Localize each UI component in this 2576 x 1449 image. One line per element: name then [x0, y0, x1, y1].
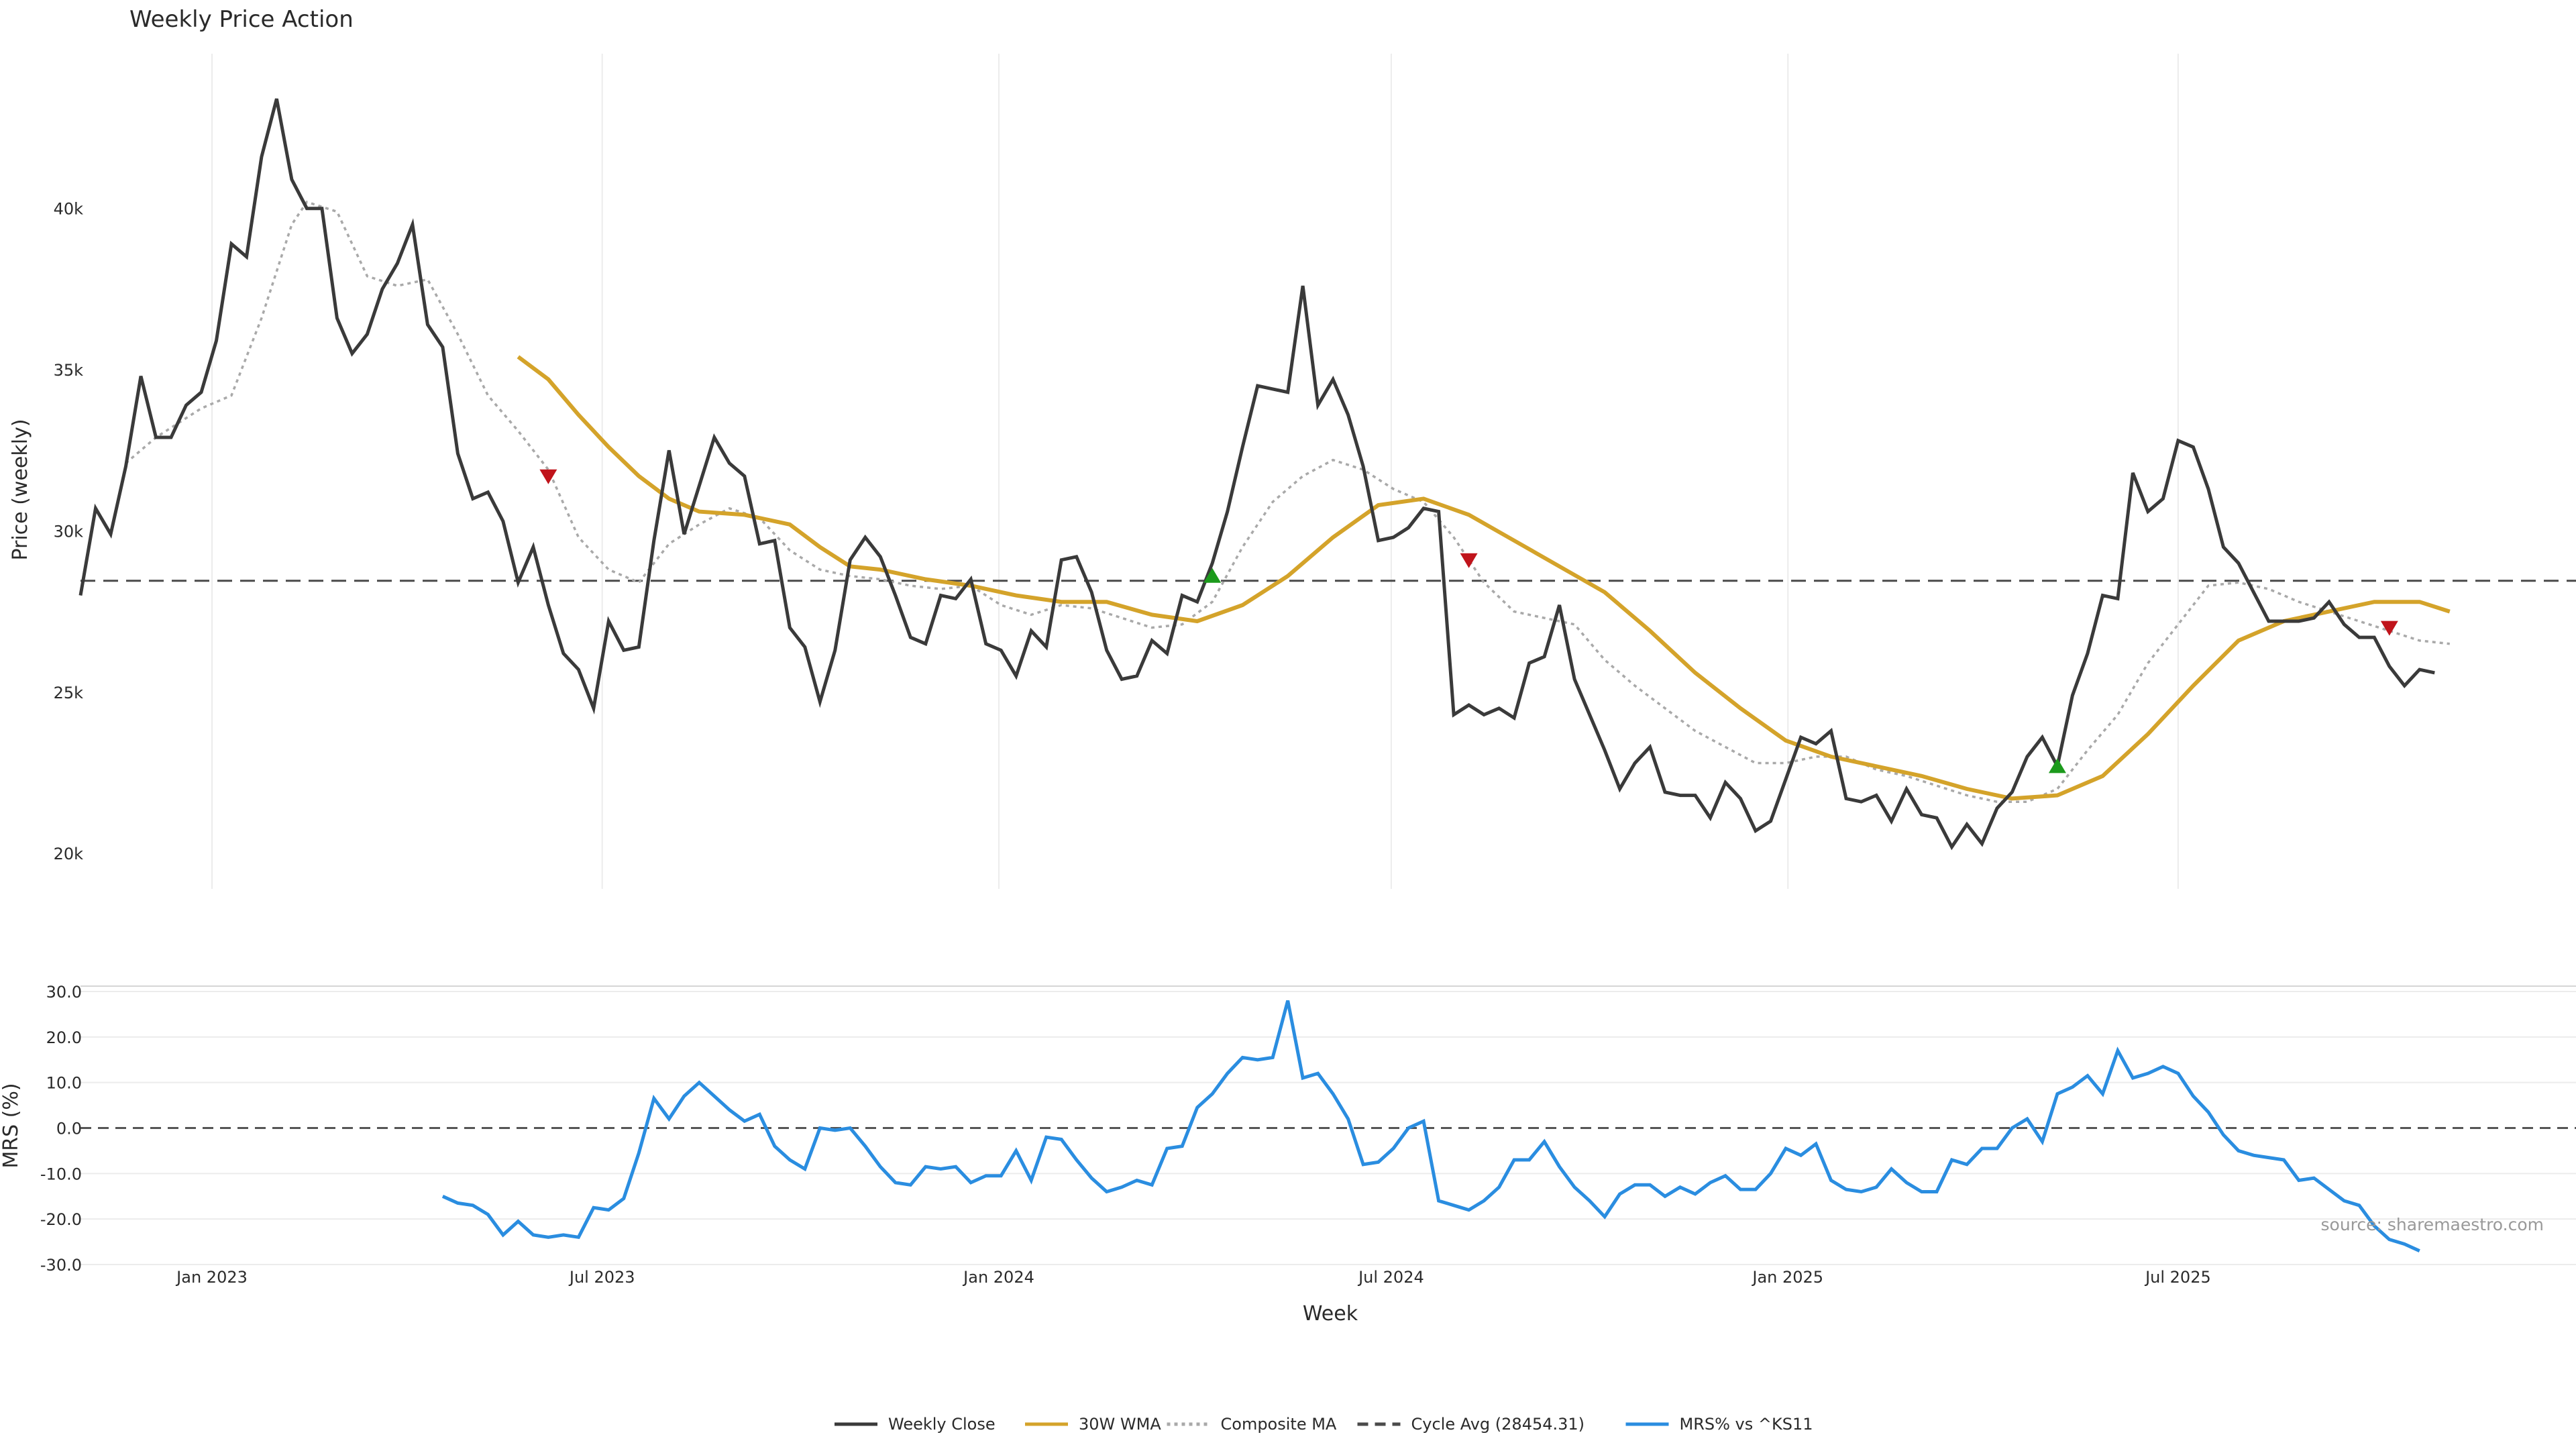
mrs-gridlines [80, 991, 2576, 1265]
x-axis-label: Week [1303, 1302, 1358, 1326]
price-y-tick-label: 35k [54, 361, 84, 380]
price-y-tick-label: 20k [54, 845, 84, 863]
sell-signal-marker [539, 469, 557, 484]
legend-item-cycle: Cycle Avg (28454.31) [1357, 1415, 1585, 1434]
chart-title: Weekly Price Action [129, 6, 354, 33]
price-y-tick-label: 25k [54, 684, 84, 702]
x-tick-label: Jan 2025 [1751, 1268, 1823, 1287]
price-y-tick-label: 30k [54, 522, 84, 541]
price-panel: 20k 25k 30k 35k 40k Price (weekly) [9, 54, 2576, 889]
x-tick-label: Jul 2024 [1357, 1268, 1424, 1287]
source-credit: source: sharemaestro.com [2321, 1215, 2544, 1234]
price-gridlines [211, 54, 2179, 889]
mrs-y-axis-label: MRS (%) [0, 1083, 23, 1168]
mrs-y-tick-label: -20.0 [40, 1210, 82, 1229]
mrs-y-tick-label: -30.0 [40, 1256, 82, 1275]
signal-markers [539, 469, 2398, 773]
mrs-y-tick-label: -10.0 [40, 1165, 82, 1183]
legend-item-close: Weekly Close [835, 1415, 996, 1434]
legend-label: Weekly Close [888, 1415, 996, 1434]
legend-item-wma: 30W WMA [1025, 1415, 1161, 1434]
x-tick-label: Jan 2023 [175, 1268, 248, 1287]
sell-signal-marker [2380, 621, 2398, 636]
mrs-line [441, 1000, 2420, 1252]
price-y-axis-label: Price (weekly) [9, 419, 32, 560]
price-y-ticks: 20k 25k 30k 35k 40k [54, 200, 84, 863]
mrs-y-tick-label: 30.0 [46, 983, 82, 1002]
x-tick-label: Jan 2024 [962, 1268, 1034, 1287]
legend-label: MRS% vs ^KS11 [1680, 1415, 1813, 1434]
legend-item-mrs: MRS% vs ^KS11 [1625, 1415, 1813, 1434]
legend-label: 30W WMA [1079, 1415, 1161, 1434]
buy-signal-marker [2048, 758, 2066, 773]
x-tick-label: Jul 2023 [568, 1268, 635, 1287]
mrs-y-tick-label: 20.0 [46, 1028, 82, 1047]
legend: Weekly Close 30W WMA Composite MA Cycle Avg… [835, 1415, 1813, 1434]
legend-item-composite: Composite MA [1167, 1415, 1337, 1434]
composite-ma-line [125, 201, 2450, 803]
price-y-tick-label: 40k [54, 200, 84, 219]
buy-signal-marker [1203, 568, 1222, 583]
sell-signal-marker [1460, 553, 1478, 568]
legend-label: Cycle Avg (28454.31) [1411, 1415, 1585, 1434]
x-tick-label: Jul 2025 [2144, 1268, 2211, 1287]
legend-label: Composite MA [1221, 1415, 1337, 1434]
mrs-y-tick-label: 0.0 [56, 1120, 82, 1138]
mrs-y-ticks: -30.0 -20.0 -10.0 0.0 10.0 20.0 30.0 [40, 983, 82, 1275]
wma-30w-line [517, 355, 2451, 801]
x-axis-ticks: Jan 2023 Jul 2023 Jan 2024 Jul 2024 Jan 2025… [175, 1268, 2211, 1287]
mrs-panel: -30.0 -20.0 -10.0 0.0 10.0 20.0 30.0 MRS (%) s… [0, 983, 2576, 1275]
weekly-close-line [78, 98, 2435, 851]
mrs-y-tick-label: 10.0 [46, 1074, 82, 1093]
